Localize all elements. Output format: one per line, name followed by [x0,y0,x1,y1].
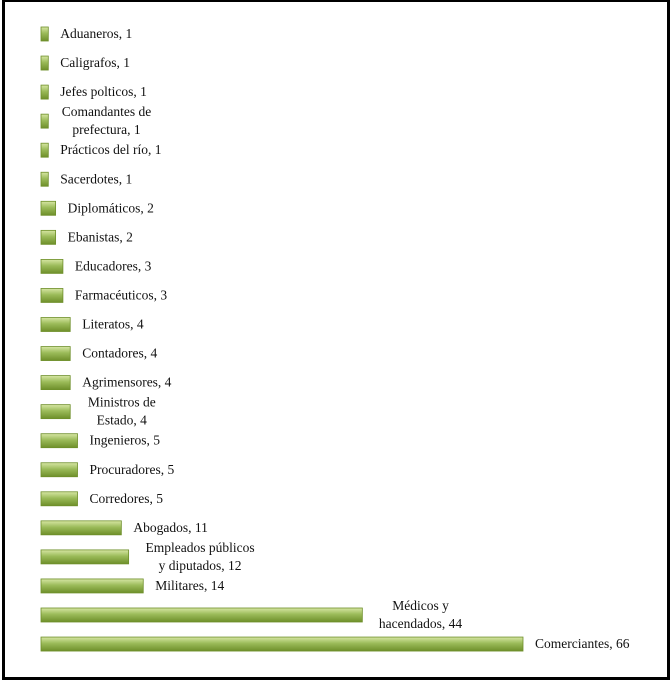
data-label-9: Farmacéuticos, 3 [75,287,167,302]
data-label-6: Diplomáticos, 2 [68,200,154,215]
bars-layer [40,26,524,652]
data-label-1: Caligrafos, 1 [60,55,130,70]
bar-6 [40,200,57,216]
bar-19 [40,578,144,594]
bar-14 [40,433,78,449]
bar-3 [40,113,49,129]
data-label-18: Empleados públicos y diputados, 12 [145,540,254,573]
bar-11 [40,346,71,361]
data-label-20: Médicos y hacendados, 44 [379,598,462,631]
bar-7 [40,229,57,245]
data-label-2: Jefes polticos, 1 [60,84,147,99]
bar-5 [40,171,49,187]
bar-0 [40,26,49,42]
data-label-7: Ebanistas, 2 [68,229,133,244]
bar-9 [40,288,64,303]
data-label-0: Aduaneros, 1 [60,26,132,41]
bar-1 [40,55,49,71]
data-label-13: Ministros de Estado, 4 [88,395,156,428]
bar-12 [40,375,71,391]
bar-17 [40,520,122,536]
bar-4 [40,142,49,158]
bar-18 [40,549,130,565]
bar-13 [40,404,71,420]
data-label-14: Ingenieros, 5 [90,433,161,448]
data-label-11: Contadores, 4 [82,346,157,361]
bar-16 [40,491,78,507]
bar-8 [40,258,64,274]
data-label-10: Literatos, 4 [82,317,144,332]
data-label-17: Abogados, 11 [133,520,208,535]
data-label-5: Sacerdotes, 1 [60,171,132,186]
data-label-3: Comandantes de prefectura, 1 [62,104,152,137]
bar-21 [40,636,524,652]
bar-2 [40,84,49,100]
data-label-12: Agrimensores, 4 [82,375,171,390]
data-label-8: Educadores, 3 [75,258,152,273]
bar-15 [40,462,78,478]
data-label-19: Militares, 14 [155,578,224,593]
data-label-16: Corredores, 5 [90,491,164,506]
data-label-4: Prácticos del río, 1 [60,142,161,157]
bar-20 [40,607,363,623]
data-labels-layer: Aduaneros, 1 Caligrafos, 1 Jefes polticos,… [60,26,629,651]
data-label-21: Comerciantes, 66 [535,636,630,651]
bar-10 [40,317,71,332]
data-label-15: Procuradores, 5 [90,462,175,477]
